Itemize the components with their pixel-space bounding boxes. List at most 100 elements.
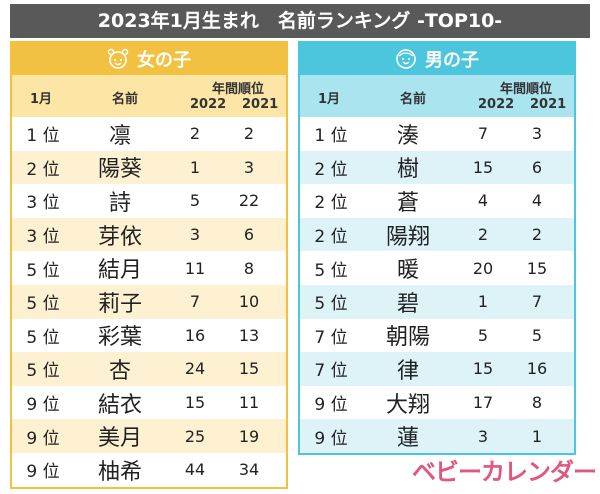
rank-cell: 9 位 — [314, 428, 348, 449]
year-2022-header: 2022 — [478, 97, 515, 112]
year-2022-header: 2022 — [190, 97, 227, 112]
rank-2021-cell: 6 — [243, 225, 255, 245]
name-cell: 樹 — [396, 157, 419, 183]
rank-2021-cell: 15 — [526, 258, 548, 278]
table-row: 5 位 暖 20 15 — [300, 251, 574, 285]
rank-2022-cell: 7 — [189, 292, 201, 312]
column-headers: 1月 名前 年間順位 2022 2021 — [300, 75, 574, 117]
name-cell: 蒼 — [396, 190, 419, 216]
rank-2021-cell: 7 — [531, 292, 543, 312]
table-row: 5 位 碧 1 7 — [300, 284, 574, 319]
rank-2021-cell: 11 — [238, 393, 260, 413]
girls-label: 女の子 — [137, 50, 191, 71]
rank-cell: 5 位 — [26, 260, 60, 281]
name-cell: 柚希 — [97, 459, 142, 485]
rank-2022-cell: 2 — [477, 225, 489, 245]
boys-header: 男の子 — [300, 43, 574, 75]
name-cell: 詩 — [108, 190, 131, 216]
name-cell: 律 — [396, 358, 419, 384]
name-cell: 結月 — [97, 258, 142, 284]
girls-header: 女の子 — [12, 43, 286, 75]
rank-2022-cell: 2 — [189, 124, 201, 144]
rank-2022-cell: 15 — [472, 359, 494, 379]
table-row: 9 位 結衣 15 11 — [12, 386, 286, 420]
name-cell: 碧 — [396, 291, 419, 317]
table-row: 7 位 朝陽 5 5 — [300, 319, 574, 353]
rank-2021-cell: 3 — [243, 157, 255, 177]
rank-2022-cell: 5 — [189, 191, 201, 211]
rank-2021-cell: 19 — [238, 426, 260, 446]
name-cell: 暖 — [396, 258, 419, 284]
rank-2022-cell: 24 — [184, 359, 206, 379]
baby-calendar-logo: ベビーカレンダー — [412, 458, 597, 486]
rank-cell: 2 位 — [314, 159, 348, 180]
annual-rank-header: 年間順位 — [500, 82, 553, 97]
rank-cell: 7 位 — [314, 327, 348, 348]
rank-cell: 3 位 — [26, 227, 60, 248]
rank-2022-cell: 5 — [477, 325, 489, 345]
rank-2022-cell: 20 — [472, 258, 494, 278]
table-row: 1 位 湊 7 3 — [300, 117, 574, 151]
table-row: 9 位 柚希 44 34 — [12, 453, 286, 487]
rank-2021-cell: 15 — [238, 359, 260, 379]
rank-2021-cell: 3 — [531, 124, 543, 144]
name-header: 名前 — [112, 92, 139, 107]
rank-2021-cell: 8 — [243, 258, 255, 278]
rank-cell: 9 位 — [26, 462, 60, 483]
name-cell: 芽依 — [97, 224, 142, 250]
name-cell: 彩葉 — [97, 325, 142, 351]
boys-label: 男の子 — [425, 50, 479, 71]
rank-2021-cell: 4 — [531, 191, 543, 211]
table-row: 2 位 樹 15 6 — [300, 150, 574, 185]
name-cell: 結衣 — [97, 392, 142, 418]
rank-2021-cell: 13 — [238, 325, 260, 345]
table-row: 5 位 莉子 7 10 — [12, 284, 286, 319]
name-cell: 美月 — [97, 426, 142, 452]
rank-2021-cell: 5 — [531, 325, 543, 345]
page-title: 2023年1月生まれ 名前ランキング -TOP10- — [10, 4, 590, 38]
name-cell: 湊 — [396, 123, 419, 149]
table-row: 9 位 大翔 17 8 — [300, 386, 574, 420]
rank-2021-cell: 10 — [238, 292, 260, 312]
name-cell: 大翔 — [385, 392, 430, 418]
girl-face-icon — [107, 48, 129, 69]
rank-2021-cell: 2 — [531, 225, 543, 245]
rank-cell: 5 位 — [26, 294, 60, 315]
rank-2022-cell: 11 — [184, 258, 206, 278]
column-headers: 1月 名前 年間順位 2022 2021 — [12, 75, 286, 117]
rank-2021-cell: 22 — [238, 191, 260, 211]
name-cell: 蓮 — [396, 426, 419, 452]
rank-2022-cell: 3 — [189, 225, 201, 245]
month-header: 1月 — [30, 92, 53, 107]
rank-2022-cell: 3 — [477, 426, 489, 446]
boy-face-icon — [396, 49, 416, 69]
rank-2021-cell: 2 — [243, 124, 255, 144]
table-row: 2 位 陽葵 1 3 — [12, 150, 286, 185]
rank-cell: 3 位 — [26, 193, 60, 214]
name-header: 名前 — [400, 92, 427, 107]
rank-2022-cell: 17 — [472, 393, 494, 413]
name-cell: 陽翔 — [385, 224, 430, 250]
rank-2022-cell: 7 — [477, 124, 489, 144]
rank-2022-cell: 15 — [472, 157, 494, 177]
rank-2022-cell: 4 — [477, 191, 489, 211]
rank-2022-cell: 1 — [477, 292, 489, 312]
rank-2021-cell: 8 — [531, 393, 543, 413]
rank-2021-cell: 6 — [531, 157, 543, 177]
table-row: 5 位 彩葉 16 13 — [12, 319, 286, 353]
rank-cell: 2 位 — [314, 193, 348, 214]
table-row: 5 位 結月 11 8 — [12, 251, 286, 285]
table-row: 3 位 芽依 3 6 — [12, 217, 286, 252]
rank-cell: 1 位 — [314, 126, 348, 147]
rank-cell: 5 位 — [26, 361, 60, 382]
rank-2021-cell: 34 — [238, 460, 260, 480]
table-row: 3 位 詩 5 22 — [12, 184, 286, 218]
rank-2022-cell: 15 — [184, 393, 206, 413]
name-cell: 莉子 — [97, 291, 142, 317]
rank-cell: 2 位 — [26, 159, 60, 180]
rank-2021-cell: 16 — [526, 359, 548, 379]
table-row: 5 位 杏 24 15 — [12, 352, 286, 386]
month-header: 1月 — [318, 92, 341, 107]
